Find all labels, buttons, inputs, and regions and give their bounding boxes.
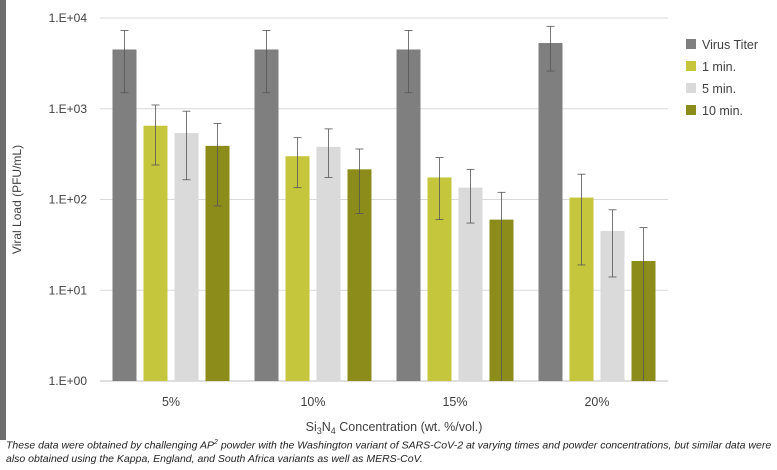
- bar-virus-titer: [112, 49, 137, 382]
- y-tick-label: 1.E+01: [49, 283, 88, 297]
- x-tick-label: 5%: [162, 395, 180, 409]
- y-tick-label: 1.E+02: [49, 193, 88, 207]
- caption-text-1: These data were obtained by challenging …: [6, 439, 215, 452]
- caption-superscript: 2: [214, 439, 218, 446]
- caption: These data were obtained by challenging …: [6, 436, 772, 466]
- x-axis-label-part: Si: [306, 420, 317, 434]
- x-tick-label: 20%: [584, 395, 609, 409]
- y-tick-label: 1.E+04: [49, 11, 88, 25]
- legend-label: 5 min.: [702, 82, 736, 96]
- legend-label: Virus Titer: [702, 38, 758, 52]
- legend-swatch: [686, 83, 696, 93]
- bar-1-min-: [285, 156, 310, 381]
- x-axis-label-part: Concentration (wt. %/vol.): [336, 420, 483, 434]
- legend-label: 10 min.: [702, 104, 743, 118]
- legend-label: 1 min.: [702, 60, 736, 74]
- legend-swatch: [686, 105, 696, 115]
- bar-5-min-: [316, 146, 341, 381]
- x-axis-label-part: 4: [331, 426, 336, 436]
- x-tick-label: 10%: [300, 395, 325, 409]
- y-tick-label: 1.E+00: [49, 374, 88, 388]
- bar-virus-titer: [538, 43, 563, 381]
- y-axis-label: Viral Load (PFU/mL): [10, 145, 24, 254]
- x-axis-label-part: 3: [317, 426, 322, 436]
- bar-virus-titer: [396, 49, 421, 382]
- bar-chart: 1.E+00 1.E+01 1.E+02 1.E+03 1.E+04 5% 10% 15% 20…: [10, 11, 758, 436]
- bar-virus-titer: [254, 49, 279, 382]
- legend-swatch: [686, 39, 696, 49]
- x-tick-label: 15%: [442, 395, 467, 409]
- caption-text-2: powder with the Washington variant of SA…: [6, 439, 772, 465]
- x-axis-label-part: N: [322, 420, 331, 434]
- x-axis-label: Si3N4 Concentration (wt. %/vol.): [306, 420, 483, 436]
- bar-1-min-: [143, 125, 168, 381]
- legend-swatch: [686, 61, 696, 71]
- y-tick-label: 1.E+03: [49, 102, 88, 116]
